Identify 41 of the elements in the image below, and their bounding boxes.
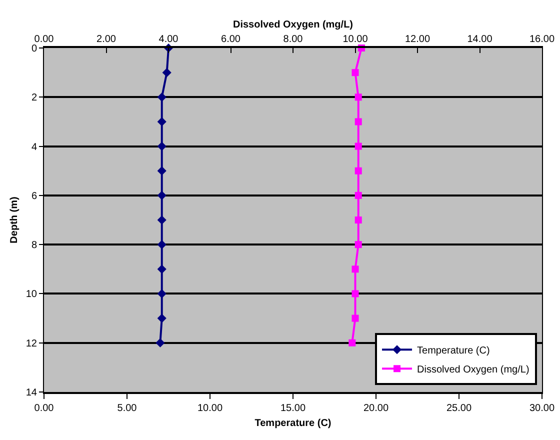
x-tick-label: 10.00 [197, 403, 223, 414]
x2-tick-label: 10.00 [342, 34, 368, 45]
point [157, 314, 166, 323]
x2-tick-label: 6.00 [221, 34, 241, 45]
x-axis-title: Temperature (C) [254, 418, 332, 429]
x2-axis-title: Dissolved Oxygen (mg/L) [232, 20, 354, 30]
y-tick-label: 14 [26, 388, 38, 398]
x-tick-label: 5.00 [117, 403, 138, 414]
legend-label: Dissolved Oxygen (mg/L) [417, 364, 530, 376]
point [157, 190, 166, 200]
y-tick-label: 6 [31, 190, 38, 202]
point [156, 338, 165, 348]
x-tick-label: 30.00 [529, 403, 555, 414]
point [157, 92, 166, 102]
point [162, 68, 172, 78]
x2-tick-label: 2.00 [96, 34, 116, 45]
x-tick-label: 15.00 [280, 403, 306, 414]
y-tick-label: 10 [26, 289, 38, 300]
y-tick-label: 0 [31, 44, 38, 54]
x-tick-label: 25.00 [446, 403, 472, 414]
legend-label: Temperature (C) [417, 346, 490, 357]
x-tick-label: 0.00 [34, 403, 54, 414]
x-tick-label: 20.00 [363, 403, 389, 414]
x2-tick-label: 16.00 [529, 34, 555, 45]
point [157, 142, 166, 151]
y-axis-title: Depth (m) [8, 196, 20, 244]
point [157, 264, 166, 274]
y-tick-label: 2 [31, 92, 38, 104]
point [157, 117, 166, 126]
x2-tick-label: 14.00 [467, 34, 493, 45]
y-tick-label: 4 [31, 142, 38, 153]
point [157, 289, 166, 298]
y-tick-label: 12 [26, 338, 38, 350]
x2-tick-label: 0.00 [34, 34, 54, 45]
x2-tick-label: 8.00 [283, 34, 304, 45]
y-tick-label: 8 [31, 240, 38, 252]
point [157, 166, 166, 176]
point [157, 240, 166, 250]
x2-tick-label: 4.00 [158, 34, 179, 45]
point [157, 215, 166, 225]
x2-tick-label: 12.00 [404, 34, 430, 45]
